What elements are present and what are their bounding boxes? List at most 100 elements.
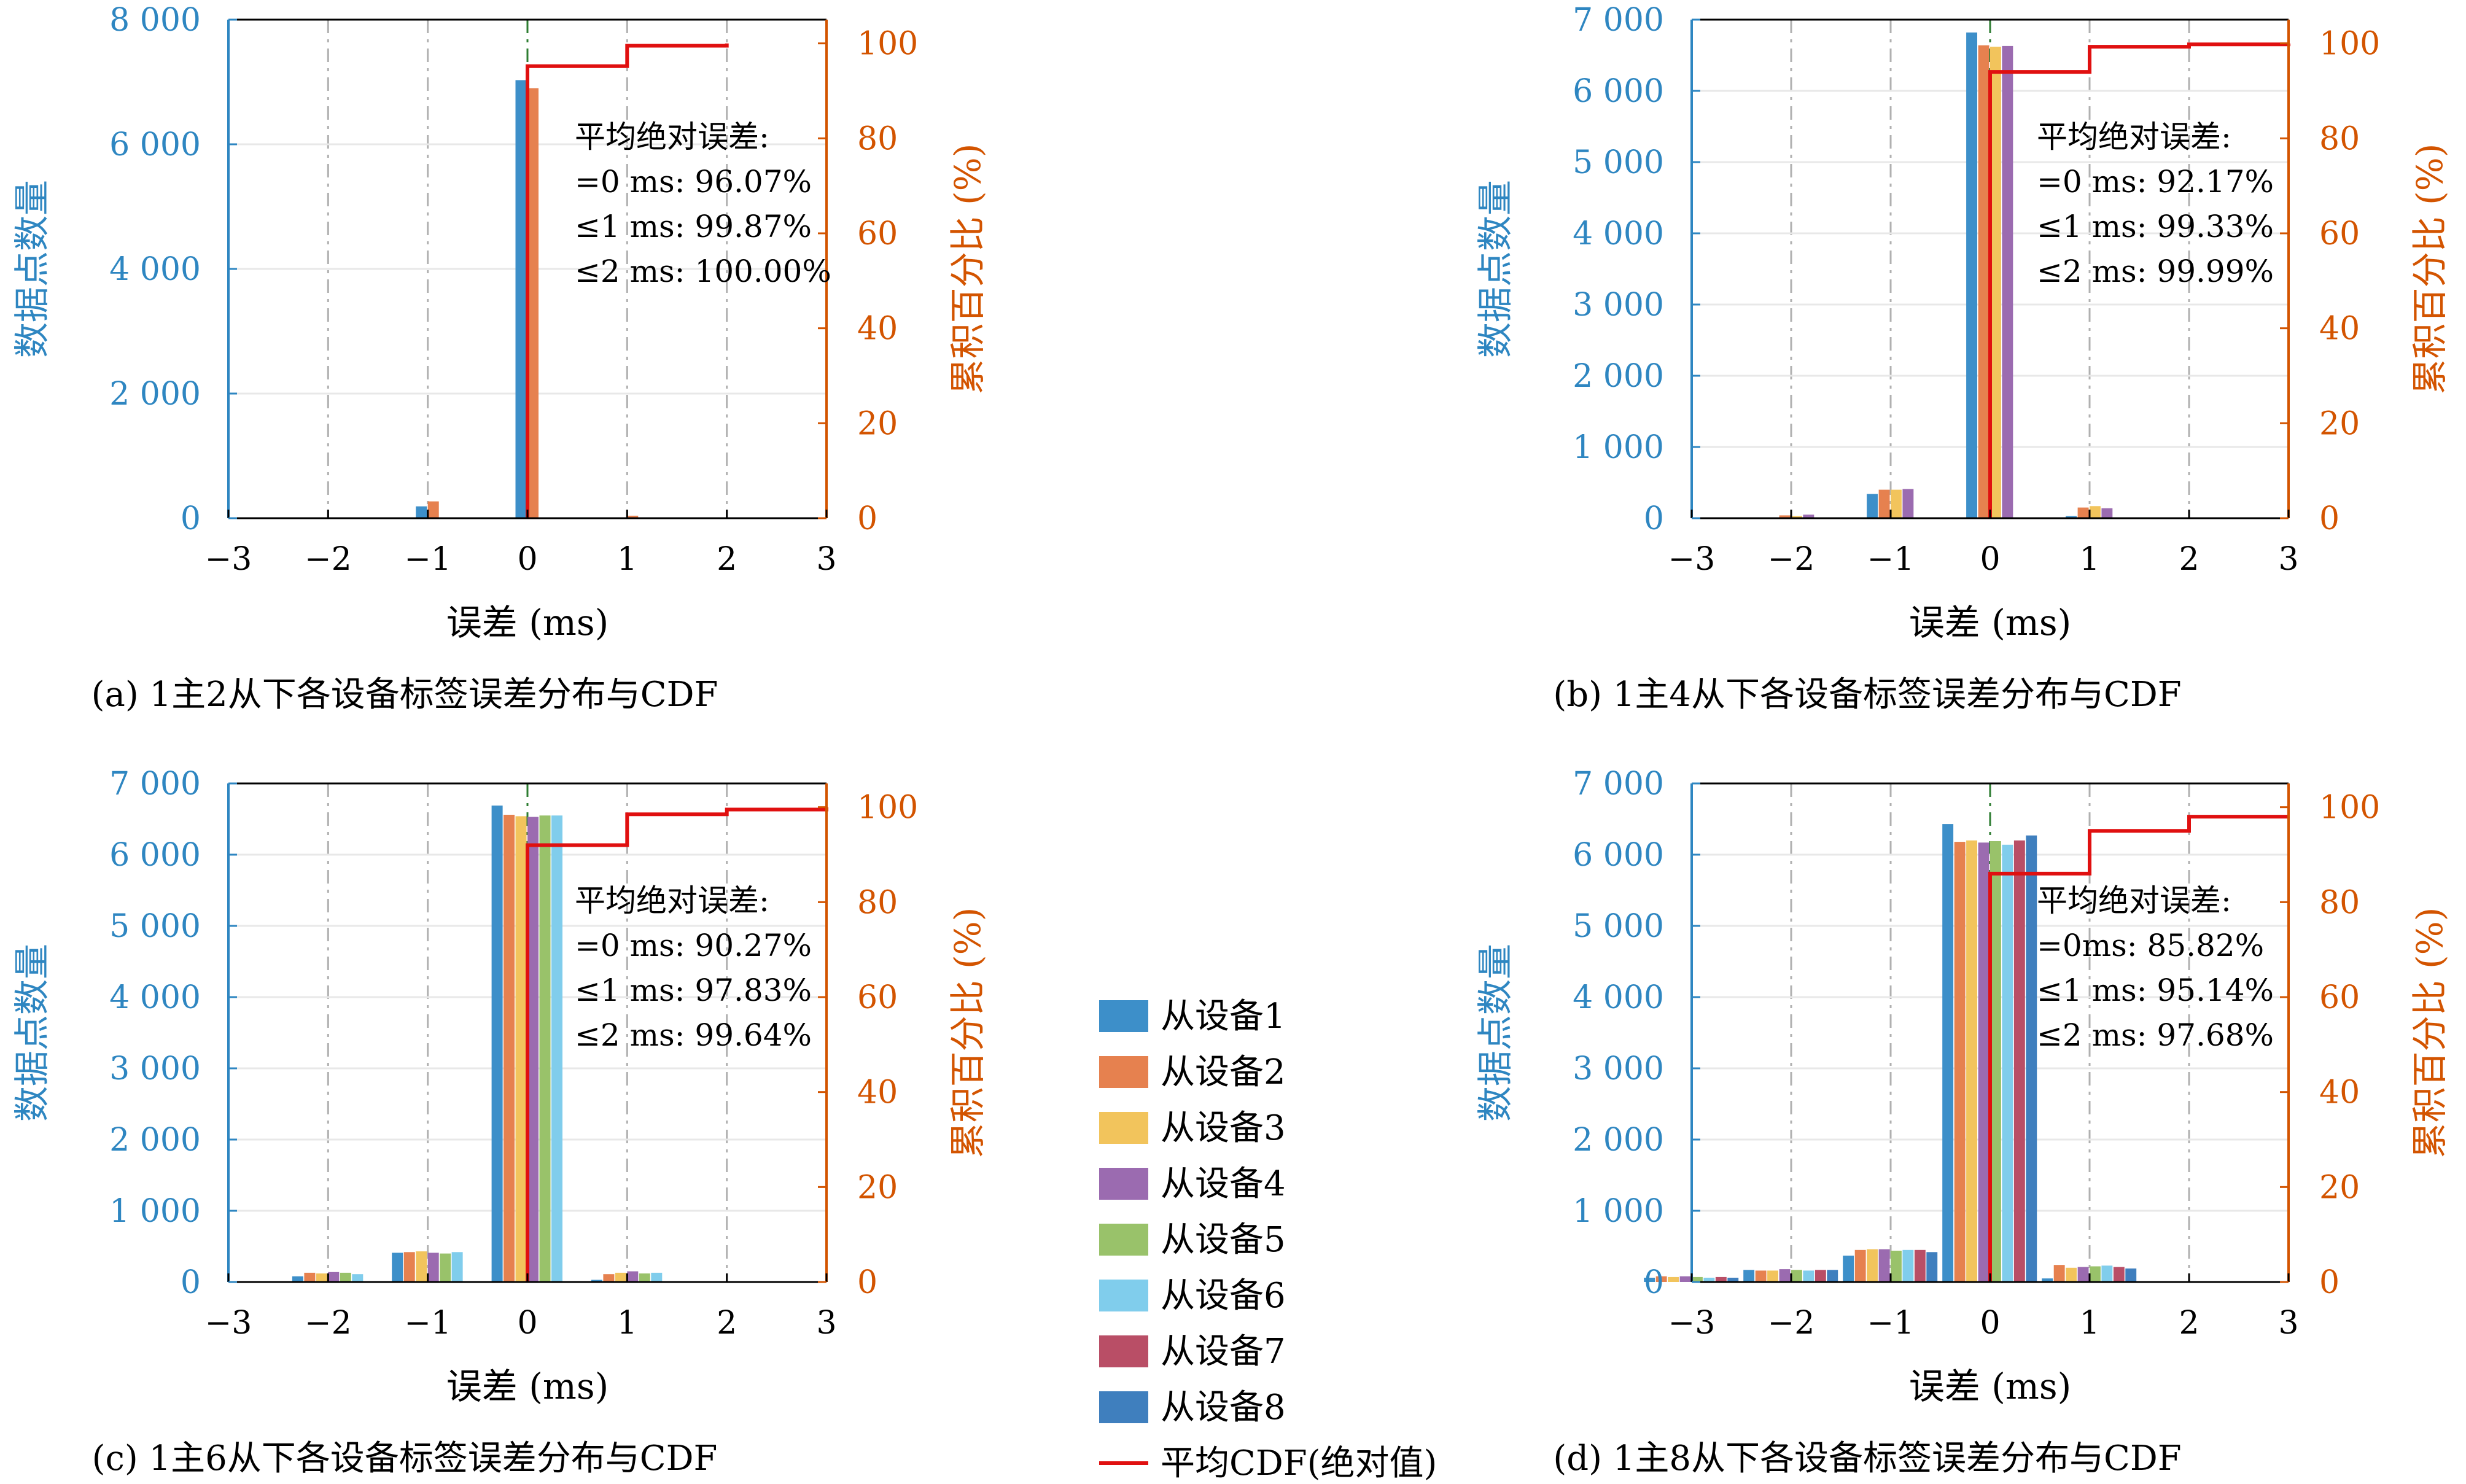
legend-swatch — [1099, 1391, 1148, 1423]
x-tick-label: 0 — [517, 1305, 537, 1342]
bar — [1966, 32, 1977, 518]
x-tick-label: 3 — [816, 1305, 836, 1342]
bar — [1767, 1270, 1778, 1282]
bar — [1755, 1270, 1767, 1282]
y2-tick-label: 40 — [857, 1074, 898, 1111]
cdf-line — [526, 43, 729, 518]
bar — [2026, 835, 2037, 1282]
bar — [527, 88, 539, 519]
x-tick-label: 0 — [517, 541, 537, 578]
y2-axis-label: 累积百分比 (%) — [947, 907, 989, 1159]
legend-swatch — [1099, 1000, 1148, 1032]
legend-label: 从设备1 — [1161, 996, 1286, 1036]
x-axis-label: 误差 (ms) — [446, 1366, 609, 1407]
bar — [1954, 842, 1966, 1282]
x-tick-label: 2 — [2179, 541, 2199, 578]
y2-tick-label: 20 — [2319, 405, 2360, 442]
legend-swatch — [1099, 1335, 1148, 1367]
legend-label: 从设备8 — [1161, 1388, 1286, 1428]
y-tick-label: 4 000 — [1573, 979, 1664, 1016]
bar — [392, 1253, 403, 1282]
panel-caption: (b) 1主4从下各设备标签误差分布与CDF — [1553, 675, 2181, 715]
bar — [328, 1272, 340, 1282]
y2-tick-label: 40 — [2319, 1074, 2360, 1111]
bar — [515, 80, 527, 518]
y-tick-label: 2 000 — [1573, 358, 1664, 395]
y2-tick-label: 80 — [2319, 884, 2360, 921]
legend-label: 从设备7 — [1161, 1332, 1286, 1372]
bar — [639, 1273, 650, 1282]
y-tick-label: 3 000 — [109, 1051, 201, 1087]
bar — [304, 1272, 316, 1282]
legend-label: 从设备4 — [1161, 1164, 1286, 1204]
y2-tick-label: 0 — [2319, 500, 2340, 537]
bar — [316, 1273, 327, 1282]
bar — [352, 1274, 364, 1282]
x-tick-label: −1 — [1867, 1305, 1915, 1342]
annotation-line: ≤2 ms: 99.64% — [575, 1017, 812, 1053]
bar — [1644, 1278, 1655, 1282]
x-tick-label: 2 — [2179, 1305, 2199, 1342]
y-axis-label: 数据点数量 — [11, 944, 53, 1122]
bar — [1827, 1270, 1838, 1282]
bar — [1990, 841, 2001, 1282]
y-tick-label: 2 000 — [1573, 1122, 1664, 1159]
bar — [1743, 1270, 1755, 1282]
x-tick-label: −1 — [404, 1305, 451, 1342]
bar — [2002, 844, 2013, 1282]
bar — [539, 815, 551, 1282]
bar — [2101, 508, 2113, 518]
bar — [2101, 1265, 2113, 1282]
bar — [1715, 1276, 1727, 1282]
annotation-line: ≤2 ms: 97.68% — [2037, 1017, 2274, 1053]
x-tick-label: −2 — [305, 541, 352, 578]
panel-caption: (c) 1主6从下各设备标签误差分布与CDF — [92, 1439, 718, 1478]
annotation-line: ≤1 ms: 95.14% — [2037, 973, 2274, 1008]
legend-swatch — [1099, 1224, 1148, 1256]
y-axis-label: 数据点数量 — [11, 180, 53, 358]
y2-tick-label: 0 — [857, 500, 877, 537]
bar — [1803, 515, 1814, 518]
bar — [1692, 1276, 1703, 1282]
y2-tick-label: 60 — [857, 979, 898, 1016]
y-axis-label: 数据点数量 — [1474, 944, 1516, 1122]
y-tick-label: 4 000 — [109, 251, 201, 288]
bar — [1914, 1249, 1926, 1282]
bar — [627, 515, 639, 518]
bar — [591, 1280, 602, 1282]
bar — [416, 1251, 427, 1282]
y2-tick-label: 60 — [857, 216, 898, 252]
y-tick-label: 7 000 — [1573, 766, 1664, 802]
annotation-line: =0 ms: 90.27% — [575, 928, 812, 963]
bar — [2090, 506, 2101, 518]
legend-label: 从设备5 — [1161, 1220, 1286, 1260]
y-tick-label: 5 000 — [109, 908, 201, 945]
bar — [2125, 1268, 2137, 1282]
y2-tick-label: 80 — [2319, 120, 2360, 157]
annotation-line: ≤1 ms: 97.83% — [575, 973, 812, 1008]
y-tick-label: 1 000 — [1573, 1193, 1664, 1230]
bar — [1791, 516, 1802, 518]
y-tick-label: 1 000 — [109, 1193, 201, 1230]
y2-tick-label: 20 — [857, 405, 898, 442]
x-tick-label: 3 — [2278, 1305, 2298, 1342]
annotation-line: 平均绝对误差: — [2037, 119, 2231, 155]
annotation-line: 平均绝对误差: — [575, 119, 769, 155]
bar — [2013, 840, 2025, 1282]
bar — [1878, 1249, 1890, 1282]
legend-swatch — [1099, 1280, 1148, 1311]
panel-caption: (a) 1主2从下各设备标签误差分布与CDF — [91, 675, 718, 715]
bar — [427, 501, 439, 518]
bar — [615, 1272, 626, 1282]
bar — [515, 816, 527, 1282]
x-tick-label: 0 — [1980, 541, 2000, 578]
annotation-line: =0 ms: 96.07% — [575, 164, 812, 200]
x-tick-label: −2 — [1768, 1305, 1815, 1342]
y-tick-label: 4 000 — [109, 979, 201, 1016]
bar — [627, 1271, 639, 1282]
y2-tick-label: 40 — [2319, 311, 2360, 348]
bar — [651, 1272, 663, 1282]
bar — [1926, 1252, 1938, 1282]
bar — [451, 1252, 463, 1282]
